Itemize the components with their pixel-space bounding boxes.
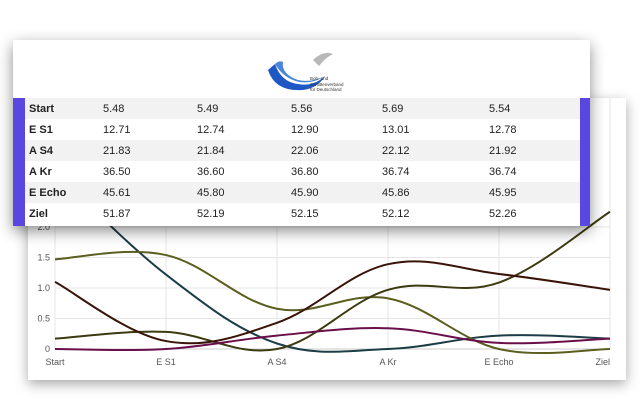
table-row: A Kr 36.50 36.60 36.80 36.74 36.74	[25, 161, 580, 182]
series-line	[54, 250, 611, 355]
time-cell: 45.95	[489, 186, 517, 199]
time-cell: 51.87	[103, 207, 131, 220]
x-tick-label: Start	[45, 357, 65, 367]
time-cell: 13.01	[382, 123, 410, 136]
split-times-card: Bob- und Schlittenverband für Deutschlan…	[13, 40, 590, 226]
time-cell: 21.83	[103, 144, 131, 157]
logo-line-1: Bob- und	[310, 76, 329, 81]
bsd-logo-swoosh-icon	[268, 52, 333, 91]
y-tick-label: 0	[45, 344, 50, 354]
time-cell: 36.74	[489, 165, 517, 178]
time-cell: 52.15	[291, 207, 319, 220]
time-cell: 12.78	[489, 123, 517, 136]
logo-header: Bob- und Schlittenverband für Deutschlan…	[13, 40, 590, 98]
table-row: A S4 21.83 21.84 22.06 22.12 21.92	[25, 140, 580, 161]
x-tick-label: A S4	[267, 357, 286, 367]
time-cell: 5.56	[291, 102, 313, 115]
series-line	[54, 260, 611, 345]
time-cell: 5.54	[489, 102, 511, 115]
series-line	[54, 171, 611, 353]
table-row: Ziel 51.87 52.19 52.15 52.12 52.26	[25, 203, 580, 224]
y-tick-label: 2.0	[37, 222, 50, 232]
row-label: Ziel	[29, 207, 48, 220]
y-tick-label: 0.5	[37, 314, 50, 324]
x-tick-label: A Kr	[379, 357, 396, 367]
time-cell: 52.12	[382, 207, 410, 220]
x-tick-label: Ziel	[595, 357, 610, 367]
row-label: A S4	[29, 144, 54, 157]
time-cell: 12.74	[197, 123, 225, 136]
time-cell: 52.19	[197, 207, 225, 220]
logo-line-3: für Deutschland	[310, 87, 342, 92]
time-cell: 22.12	[382, 144, 410, 157]
series-line	[54, 210, 611, 352]
row-label: E S1	[29, 123, 53, 136]
series-line	[54, 327, 611, 352]
split-times-table: Start 5.48 5.49 5.56 5.69 5.54 E S1 12.71 12.74 1…	[13, 98, 590, 226]
time-cell: 36.60	[197, 165, 225, 178]
time-cell: 45.61	[103, 186, 131, 199]
logo-text: Bob- und Schlittenverband für Deutschlan…	[310, 76, 370, 93]
table-row: E S1 12.71 12.74 12.90 13.01 12.78	[25, 119, 580, 140]
table-row: E Echo 45.61 45.80 45.90 45.86 45.95	[25, 182, 580, 203]
row-label: A Kr	[29, 165, 52, 178]
logo-line-2: Schlittenverband	[310, 81, 344, 87]
table-row: Start 5.48 5.49 5.56 5.69 5.54	[25, 98, 580, 119]
time-cell: 21.84	[197, 144, 225, 157]
x-tick-label: E Echo	[484, 357, 513, 367]
time-cell: 5.49	[197, 102, 219, 115]
time-cell: 36.80	[291, 165, 319, 178]
time-cell: 12.71	[103, 123, 131, 136]
time-cell: 22.06	[291, 144, 319, 157]
y-tick-label: 1.5	[37, 253, 50, 263]
time-cell: 12.90	[291, 123, 319, 136]
time-cell: 5.48	[103, 102, 125, 115]
time-cell: 36.50	[103, 165, 131, 178]
time-cell: 36.74	[382, 165, 410, 178]
y-tick-label: 1.0	[37, 283, 50, 293]
row-label: E Echo	[29, 186, 67, 199]
time-cell: 5.69	[382, 102, 404, 115]
time-cell: 21.92	[489, 144, 517, 157]
time-cell: 52.26	[489, 207, 517, 220]
time-cell: 45.90	[291, 186, 319, 199]
time-cell: 45.86	[382, 186, 410, 199]
row-label: Start	[29, 102, 55, 115]
time-cell: 45.80	[197, 186, 225, 199]
x-tick-label: E S1	[156, 357, 176, 367]
